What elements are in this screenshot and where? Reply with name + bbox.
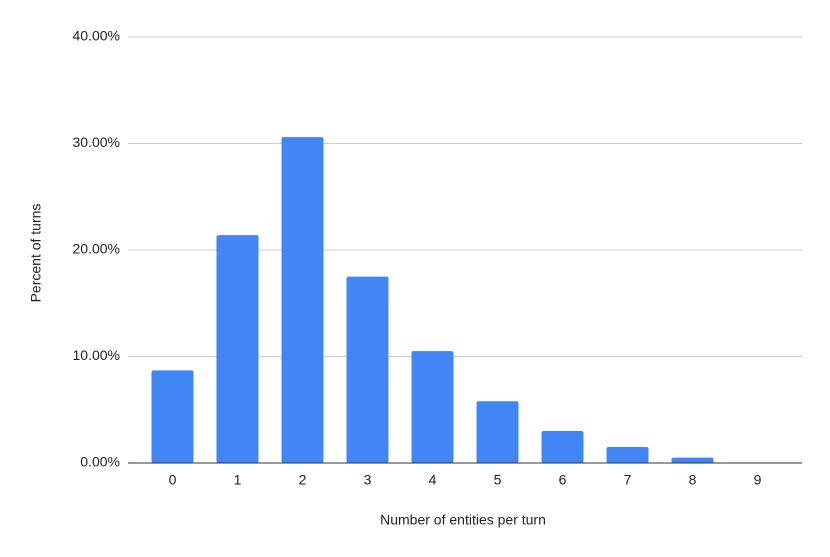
x-tick-label: 1 [234, 472, 242, 488]
bar [411, 351, 454, 463]
x-tick-label: 5 [494, 472, 502, 488]
bar [671, 457, 714, 463]
x-tick-label: 7 [624, 472, 632, 488]
y-tick-label: 40.00% [73, 28, 120, 44]
bar [541, 431, 584, 463]
x-tick-label: 3 [364, 472, 372, 488]
y-tick-label: 20.00% [73, 241, 120, 257]
y-tick-label: 0.00% [80, 454, 120, 470]
y-tick-label: 10.00% [73, 347, 120, 363]
x-tick-label: 6 [559, 472, 567, 488]
bar [476, 401, 519, 463]
bar [216, 235, 259, 463]
y-tick-label: 30.00% [73, 134, 120, 150]
x-tick-label: 9 [754, 472, 762, 488]
bar [346, 276, 389, 463]
x-tick-label: 4 [429, 472, 437, 488]
x-tick-label: 2 [299, 472, 307, 488]
x-axis-title: Number of entities per turn [380, 512, 546, 528]
bar [151, 370, 194, 463]
bar [606, 447, 649, 463]
bar [281, 137, 324, 464]
y-axis-title: Percent of turns [28, 204, 44, 303]
x-tick-label: 0 [169, 472, 177, 488]
x-tick-label: 8 [689, 472, 697, 488]
